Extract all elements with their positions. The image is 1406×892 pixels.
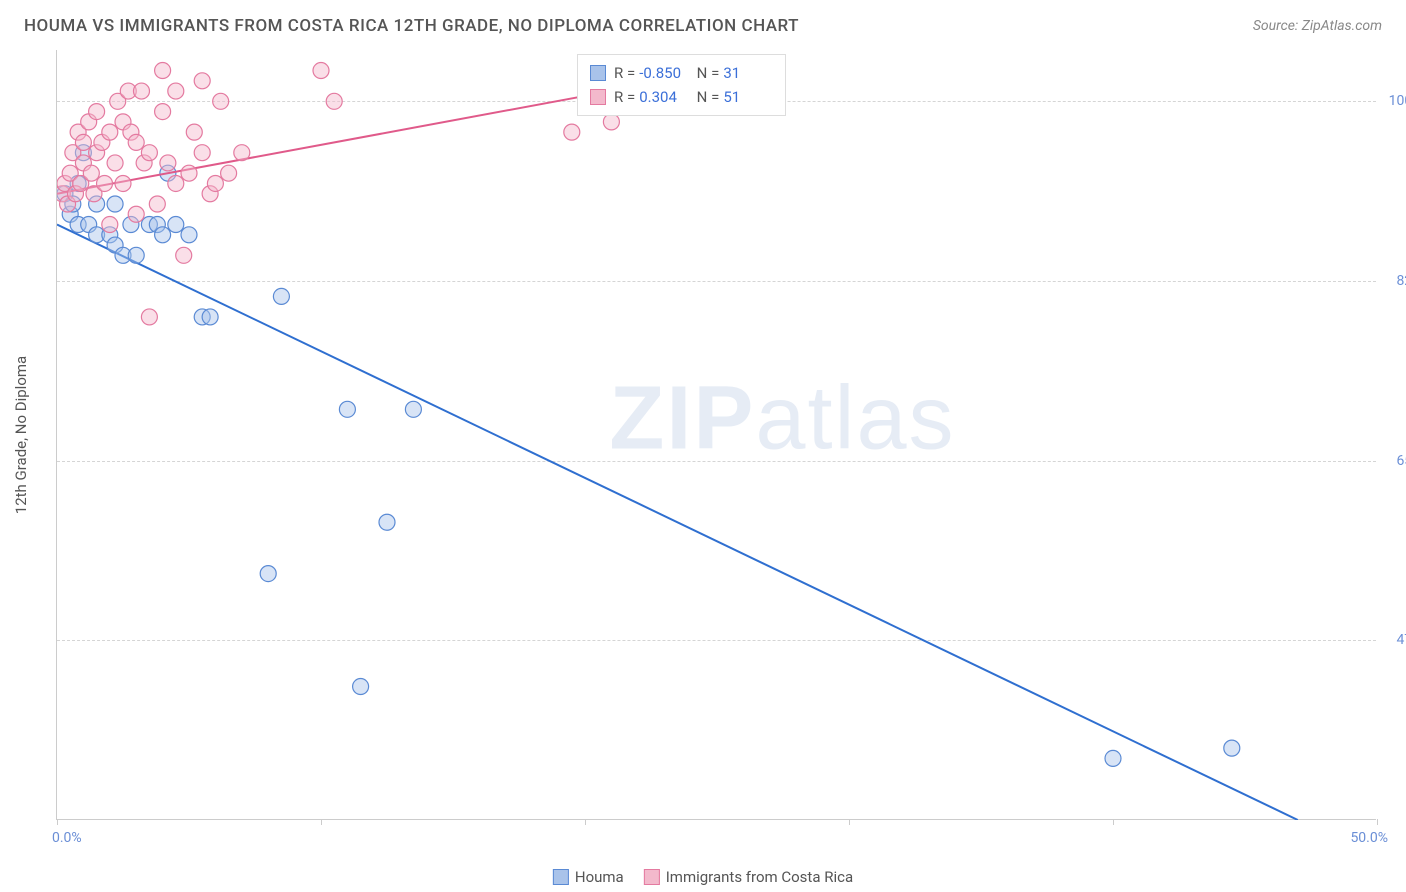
data-point — [260, 566, 276, 582]
legend-bottom: Houma Immigrants from Costa Rica — [553, 868, 853, 886]
y-tick-label: 100.0% — [1382, 93, 1406, 109]
data-point — [221, 165, 237, 181]
data-point — [194, 145, 210, 161]
legend-stat-row: R =-0.850 N =31 — [590, 61, 773, 85]
y-tick-label: 82.5% — [1382, 273, 1406, 289]
data-point — [107, 155, 123, 171]
data-point — [89, 104, 105, 120]
data-point — [202, 309, 218, 325]
data-point — [176, 247, 192, 263]
legend-swatch — [644, 869, 660, 885]
data-point — [273, 288, 289, 304]
data-point — [339, 401, 355, 417]
legend-label: Immigrants from Costa Rica — [666, 868, 853, 886]
plot-svg — [57, 50, 1377, 820]
data-point — [234, 145, 250, 161]
chart-header: HOUMA VS IMMIGRANTS FROM COSTA RICA 12TH… — [0, 0, 1406, 44]
plot-area: ZIPatlas 47.5%65.0%82.5%100.0% 12th Grad… — [56, 50, 1376, 820]
data-point — [107, 196, 123, 212]
y-axis-label: 12th Grade, No Diploma — [12, 355, 30, 513]
data-point — [160, 155, 176, 171]
data-point — [75, 134, 91, 150]
legend-stat-text: R =-0.850 N =31 — [614, 61, 773, 85]
y-tick-label: 65.0% — [1382, 453, 1406, 469]
chart-title: HOUMA VS IMMIGRANTS FROM COSTA RICA 12TH… — [24, 16, 799, 36]
data-point — [1105, 750, 1121, 766]
data-point — [128, 247, 144, 263]
data-point — [207, 175, 223, 191]
data-point — [155, 227, 171, 243]
source-prefix: Source: — [1253, 18, 1302, 34]
data-point — [181, 227, 197, 243]
data-point — [97, 175, 113, 191]
data-point — [405, 401, 421, 417]
data-point — [83, 165, 99, 181]
legend-item: Houma — [553, 868, 624, 886]
data-point — [141, 309, 157, 325]
data-point — [186, 124, 202, 140]
data-point — [133, 83, 149, 99]
trend-line — [57, 225, 1298, 820]
legend-stat-text: R =0.304 N =51 — [614, 85, 773, 109]
data-point — [353, 679, 369, 695]
data-point — [155, 104, 171, 120]
data-point — [313, 63, 329, 79]
data-point — [102, 217, 118, 233]
legend-stats-box: R =-0.850 N =31R =0.304 N =51 — [577, 54, 786, 116]
data-point — [155, 63, 171, 79]
x-tick — [1377, 819, 1378, 825]
data-point — [149, 196, 165, 212]
x-axis-min-label: 0.0% — [52, 830, 82, 846]
data-point — [326, 93, 342, 109]
legend-swatch — [590, 65, 606, 81]
legend-stat-row: R =0.304 N =51 — [590, 85, 773, 109]
data-point — [213, 93, 229, 109]
data-point — [168, 217, 184, 233]
legend-swatch — [553, 869, 569, 885]
data-point — [102, 124, 118, 140]
legend-swatch — [590, 89, 606, 105]
data-point — [168, 175, 184, 191]
data-point — [1224, 740, 1240, 756]
data-point — [141, 145, 157, 161]
data-point — [115, 175, 131, 191]
y-tick-label: 47.5% — [1382, 632, 1406, 648]
legend-item: Immigrants from Costa Rica — [644, 868, 853, 886]
chart-container: ZIPatlas 47.5%65.0%82.5%100.0% 12th Grad… — [56, 50, 1376, 820]
x-axis-max-label: 50.0% — [1350, 830, 1388, 846]
data-point — [603, 114, 619, 130]
source-name: ZipAtlas.com — [1302, 18, 1382, 34]
data-point — [128, 206, 144, 222]
data-point — [128, 134, 144, 150]
data-point — [168, 83, 184, 99]
source-attribution: Source: ZipAtlas.com — [1253, 18, 1382, 34]
data-point — [181, 165, 197, 181]
legend-label: Houma — [575, 868, 624, 886]
data-point — [564, 124, 580, 140]
data-point — [194, 73, 210, 89]
data-point — [379, 514, 395, 530]
